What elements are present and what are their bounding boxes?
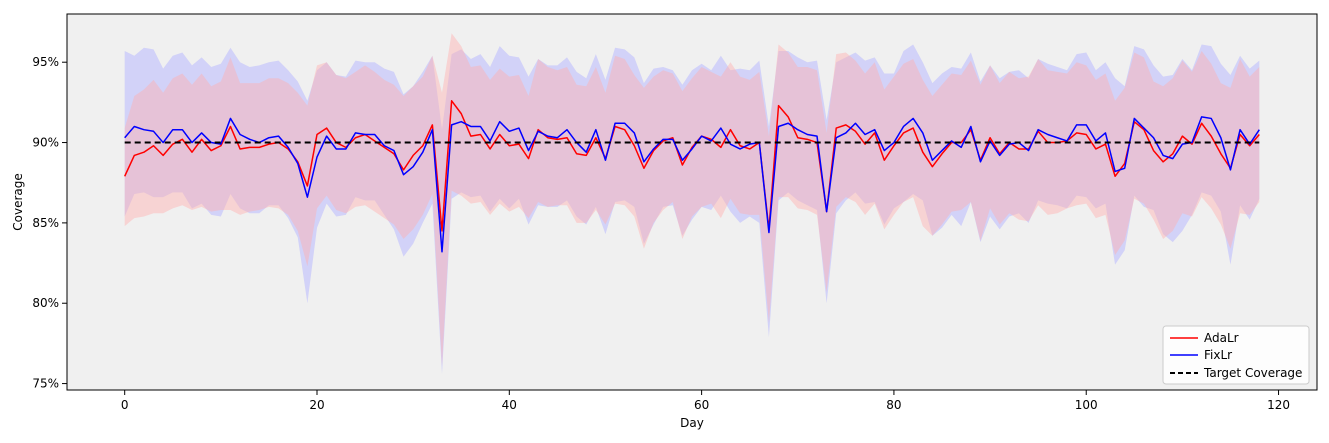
- adalr-line: [124, 100, 1260, 232]
- legend-box: [1162, 325, 1310, 385]
- x-tick-label: 60: [694, 398, 709, 412]
- plot-frame: [66, 13, 1318, 391]
- y-tick-label: 95%: [32, 55, 59, 69]
- x-tick-label: 40: [502, 398, 517, 412]
- fixlr-interval-band: [124, 44, 1260, 374]
- x-tick-label: 100: [1075, 398, 1098, 412]
- x-tick-label: 80: [886, 398, 901, 412]
- y-tick-label: 75%: [32, 377, 59, 391]
- legend-label-adalr: AdaLr: [1204, 331, 1239, 345]
- x-tick-label: 0: [121, 398, 129, 412]
- y-tick-label: 90%: [32, 136, 59, 150]
- confidence-bands: [124, 33, 1260, 374]
- legend-label-fixlr: FixLr: [1204, 348, 1232, 362]
- fixlr-line: [124, 116, 1260, 253]
- x-axis-label: Day: [680, 416, 704, 430]
- y-axis-ticks: 75% 80% 85% 90% 95%: [32, 55, 67, 391]
- legend-label-target: Target Coverage: [1203, 366, 1302, 380]
- series-lines: [124, 100, 1260, 253]
- x-tick-label: 20: [309, 398, 324, 412]
- y-tick-label: 85%: [32, 216, 59, 230]
- x-tick-label: 120: [1267, 398, 1290, 412]
- legend: AdaLr FixLr Target Coverage: [1162, 325, 1310, 385]
- y-axis-label: Coverage: [11, 173, 25, 231]
- x-axis-ticks: 0 20 40 60 80 100 120: [121, 390, 1290, 412]
- adalr-interval-band: [124, 33, 1260, 366]
- y-tick-label: 80%: [32, 296, 59, 310]
